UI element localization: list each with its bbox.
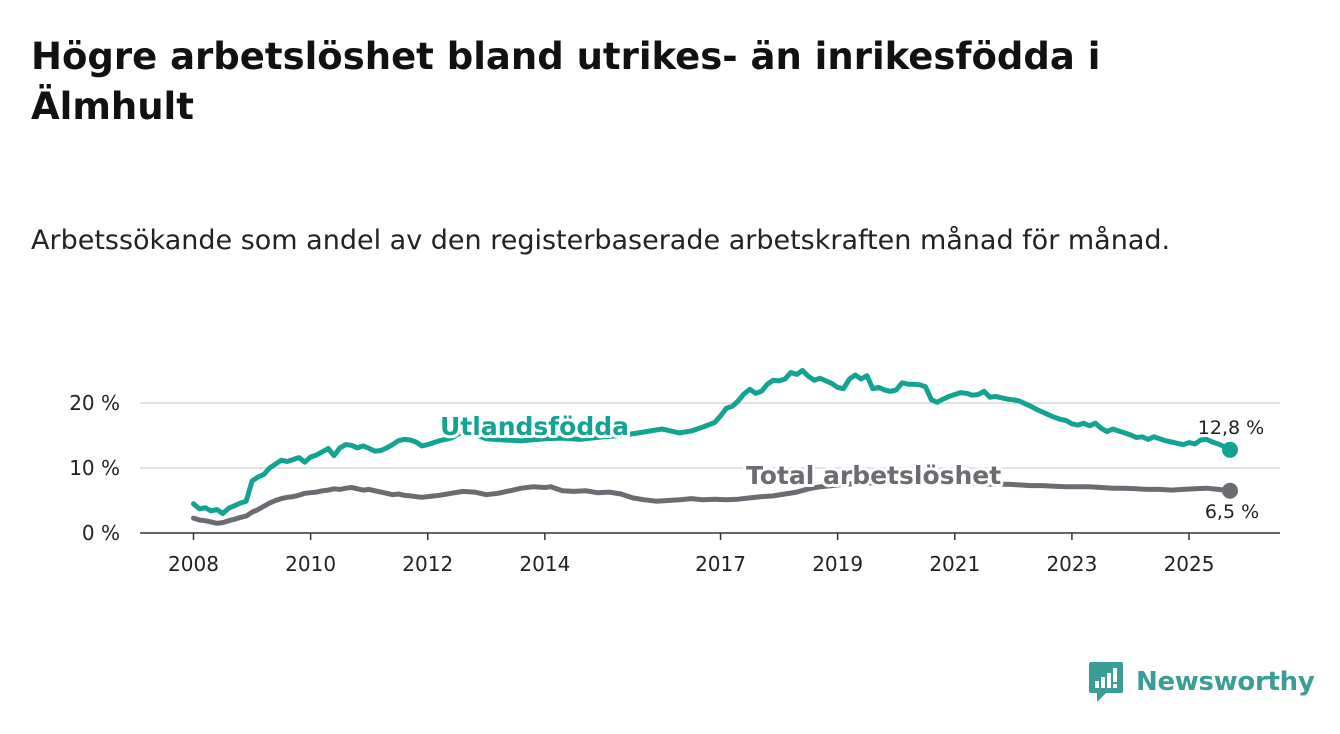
x-tick-label: 2010: [285, 552, 336, 576]
line-chart: 0 % 10 % 20 % 2008 2010 2012 2014 2017 2019 2021…: [69, 368, 1280, 576]
x-tick-label: 2023: [1046, 552, 1097, 576]
x-tick-label: 2017: [695, 552, 746, 576]
series-labels: Utlandsfödda Total arbetslöshet 12,8 % 6,5 …: [437, 409, 1264, 523]
newsworthy-brand: Newsworthy: [1088, 660, 1315, 704]
series-lines: [191, 368, 1239, 526]
x-tick-label: 2021: [929, 552, 980, 576]
gridlines: [140, 402, 1280, 469]
y-tick-label: 10 %: [69, 456, 120, 480]
x-tick-label: 2025: [1164, 552, 1215, 576]
chart-subtitle: Arbetssökande som andel av den registerb…: [31, 225, 1171, 256]
x-tick-label: 2014: [519, 552, 570, 576]
newsworthy-wordmark: Newsworthy: [1136, 667, 1315, 697]
end-value-utlandsfodda: 12,8 %: [1198, 417, 1264, 439]
y-axis-tick-labels: 0 % 10 % 20 %: [69, 391, 120, 545]
newsworthy-logo-icon: [1089, 662, 1123, 702]
chart-title: Högre arbetslöshet bland utrikes- än inr…: [31, 35, 1101, 128]
y-tick-label: 20 %: [69, 391, 120, 415]
total-arbetsloshet-line: [191, 477, 1233, 526]
y-tick-label: 0 %: [82, 521, 120, 545]
x-tick-label: 2008: [168, 552, 219, 576]
x-tick-label: 2019: [812, 552, 863, 576]
utlandsfodda-end-point: [1222, 441, 1239, 458]
end-value-total: 6,5 %: [1205, 501, 1259, 523]
series-label-utlandsfodda: Utlandsfödda: [440, 412, 629, 441]
x-tick-label: 2012: [402, 552, 453, 576]
x-axis: 2008 2010 2012 2014 2017 2019 2021 2023 2025: [140, 532, 1280, 576]
total-arbetsloshet-end-point: [1222, 482, 1239, 499]
series-label-total: Total arbetslöshet: [746, 461, 1001, 490]
utlandsfodda-line: [191, 368, 1233, 516]
